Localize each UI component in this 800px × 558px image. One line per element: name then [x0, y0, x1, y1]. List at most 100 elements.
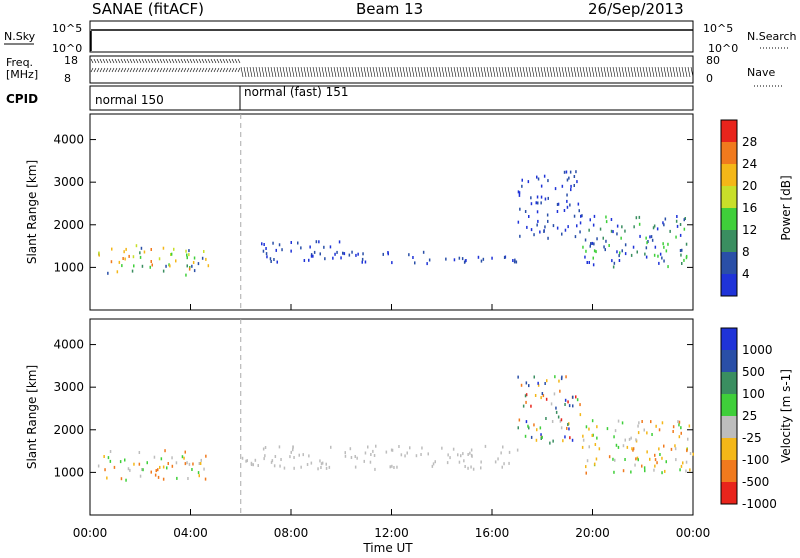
- scatter-cell: [205, 454, 207, 458]
- scatter-cell: [111, 247, 113, 251]
- freq-trace-segment: [240, 66, 244, 78]
- scatter-cell: [658, 428, 661, 432]
- scatter-cell: [344, 454, 347, 458]
- scatter-cell: [186, 256, 188, 260]
- scatter-cell: [559, 389, 561, 393]
- scatter-cell: [669, 229, 671, 233]
- freq-trace-segment: [345, 66, 349, 78]
- freq-trace-segment: [378, 66, 382, 78]
- freq-trace-segment: [342, 66, 346, 78]
- freq-trace-segment: [294, 66, 298, 78]
- nave-trace-segment: [123, 67, 127, 73]
- nave-trace-segment: [231, 67, 235, 73]
- nave-trace-segment: [135, 67, 139, 73]
- scatter-cell: [162, 246, 165, 250]
- scatter-cell: [385, 450, 388, 454]
- scatter-cell: [547, 236, 549, 240]
- colorbar-swatch: [721, 394, 737, 416]
- scatter-cell: [192, 261, 195, 264]
- freq-trace-segment: [297, 66, 301, 78]
- freq-trace-segment: [663, 66, 667, 78]
- scatter-cell: [688, 424, 691, 428]
- colorbar-tick-label: 28: [742, 135, 757, 149]
- scatter-cell: [266, 255, 268, 259]
- scatter-cell: [576, 398, 579, 402]
- x-tick-label: 00:00: [73, 526, 108, 540]
- colorbar-tick-label: -25: [742, 431, 762, 445]
- scatter-cell: [656, 461, 658, 465]
- scatter-cell: [373, 454, 376, 457]
- scatter-cell: [591, 434, 593, 437]
- scatter-cell: [390, 448, 393, 452]
- nave-trace-segment: [147, 67, 151, 73]
- scatter-cell: [552, 439, 554, 443]
- scatter-cell: [350, 456, 353, 459]
- freq-trace-segment: [576, 66, 580, 78]
- colorbar-swatch: [721, 208, 737, 230]
- y-tick-label: 4000: [53, 133, 84, 147]
- scatter-cell: [616, 224, 619, 228]
- scatter-cell: [184, 450, 186, 454]
- nave-trace-segment: [117, 67, 121, 73]
- scatter-cell: [649, 457, 651, 461]
- scatter-cell: [176, 476, 178, 480]
- scatter-cell: [585, 471, 587, 475]
- freq-trace-segment: [591, 66, 595, 78]
- freq-trace-segment: [612, 66, 616, 78]
- scatter-cell: [512, 259, 514, 262]
- freq-trace-segment: [222, 58, 226, 64]
- scatter-cell: [445, 257, 447, 261]
- scatter-cell: [530, 202, 533, 206]
- scatter-cell: [113, 465, 116, 469]
- scatter-cell: [355, 253, 357, 257]
- scatter-cell: [170, 253, 172, 256]
- scatter-cell: [641, 464, 643, 468]
- scatter-cell: [664, 217, 667, 221]
- freq-trace-segment: [471, 66, 475, 78]
- freq-trace-segment: [270, 66, 274, 78]
- scatter-cell: [517, 190, 520, 194]
- freq-trace-segment: [102, 58, 106, 64]
- freq-trace-segment: [468, 66, 472, 78]
- scatter-cell: [528, 215, 530, 218]
- scatter-cell: [610, 229, 613, 233]
- scatter-cell: [318, 240, 320, 244]
- freq-trace-segment: [168, 58, 172, 64]
- colorbar-tick-label: 4: [742, 267, 750, 281]
- freq-trace-segment: [678, 66, 682, 78]
- scatter-cell: [449, 456, 451, 460]
- scatter-cell: [186, 264, 188, 268]
- freq-trace-segment: [552, 66, 556, 78]
- freq-trace-segment: [501, 66, 505, 78]
- freq-trace-segment: [645, 66, 649, 78]
- scatter-cell: [646, 431, 648, 435]
- scatter-cell: [480, 466, 482, 470]
- scatter-cell: [329, 245, 332, 249]
- scatter-cell: [630, 436, 632, 440]
- scatter-cell: [621, 225, 623, 229]
- scatter-cell: [655, 424, 657, 428]
- scatter-cell: [605, 215, 607, 219]
- scatter-cell: [536, 428, 538, 432]
- scatter-cell: [582, 434, 584, 438]
- freq-trace-segment: [558, 66, 562, 78]
- scatter-cell: [458, 460, 461, 464]
- scatter-cell: [125, 478, 127, 482]
- scatter-cell: [596, 436, 598, 440]
- scatter-cell: [544, 225, 546, 229]
- freq-trace-segment: [516, 66, 520, 78]
- freq-trace-segment: [423, 66, 427, 78]
- freq-trace-segment: [429, 66, 433, 78]
- freq-trace-segment: [639, 66, 643, 78]
- freq-trace-segment: [384, 66, 388, 78]
- scatter-cell: [193, 256, 196, 260]
- scatter-cell: [325, 462, 327, 466]
- freq-trace-segment: [555, 66, 559, 78]
- scatter-cell: [119, 460, 122, 464]
- scatter-cell: [553, 392, 556, 396]
- scatter-cell: [664, 469, 666, 473]
- nave-trace-segment: [198, 67, 202, 73]
- nave-trace-segment: [219, 67, 223, 73]
- scatter-cell: [524, 434, 527, 438]
- scatter-cell: [472, 467, 475, 471]
